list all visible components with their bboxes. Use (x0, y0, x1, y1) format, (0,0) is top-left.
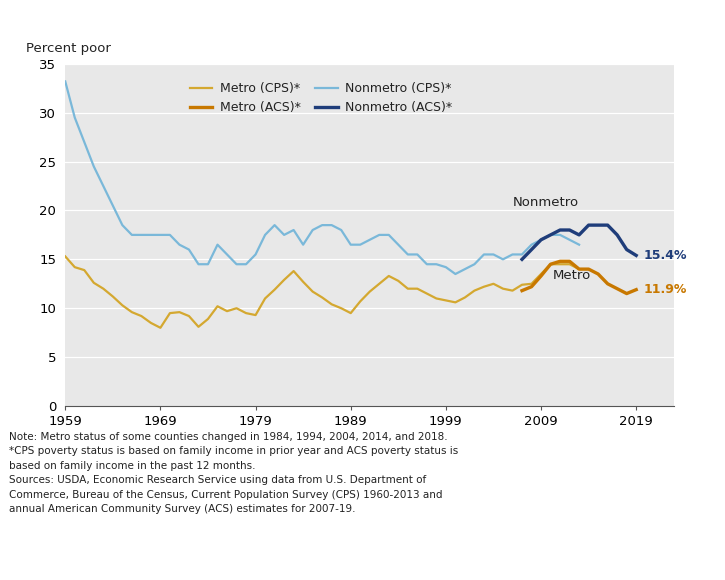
Text: 15.4%: 15.4% (644, 249, 687, 262)
Text: Poverty rates by metro/nonmetro residence, 1959-2019: Poverty rates by metro/nonmetro residenc… (9, 18, 515, 33)
Text: Percent poor: Percent poor (25, 42, 110, 55)
Text: Metro: Metro (552, 269, 591, 282)
Text: Note: Metro status of some counties changed in 1984, 1994, 2004, 2014, and 2018.: Note: Metro status of some counties chan… (9, 432, 459, 514)
Text: Nonmetro: Nonmetro (513, 195, 579, 209)
Legend: Metro (CPS)*, Metro (ACS)*, Nonmetro (CPS)*, Nonmetro (ACS)*: Metro (CPS)*, Metro (ACS)*, Nonmetro (CP… (185, 77, 457, 119)
Text: 11.9%: 11.9% (644, 283, 687, 296)
